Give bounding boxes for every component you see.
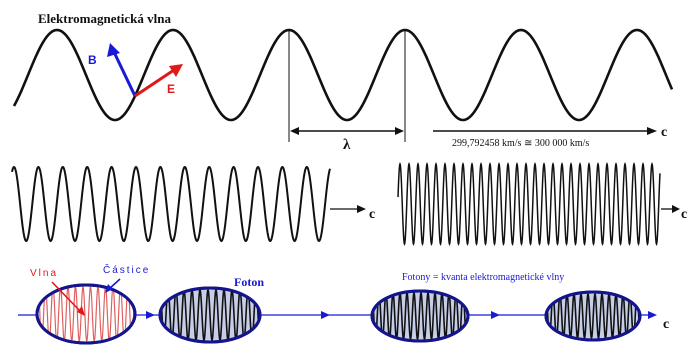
- wavelength-label: λ: [343, 137, 351, 153]
- c-arrow-left: [330, 205, 366, 213]
- c-label-top: c: [661, 125, 667, 140]
- b-vector-arrow: [107, 43, 137, 97]
- wavelength-arrow: [290, 127, 404, 135]
- photon-ellipse-3: [370, 289, 470, 343]
- b-vector-label: B: [88, 53, 97, 67]
- photon-path-arrows: [146, 311, 657, 319]
- photons-label: Fotony = kvanta elektromagnetické vlny: [402, 272, 564, 283]
- medium-frequency-wave: [11, 165, 331, 243]
- speed-label: 299,792458 km/s ≅ 300 000 km/s: [452, 138, 589, 149]
- e-vector-label: E: [167, 82, 175, 96]
- particle-label: Částice: [103, 263, 150, 276]
- c-label-left: c: [369, 207, 375, 222]
- photon-ellipse-1: [35, 283, 137, 345]
- title: Elektromagnetická vlna: [38, 11, 172, 26]
- high-frequency-wave: [397, 162, 661, 246]
- photon-label: Foton: [234, 275, 264, 289]
- wave-label: Vlna: [30, 268, 58, 279]
- photon-ellipse-4: [544, 290, 642, 342]
- c-label-bottom: c: [663, 317, 669, 332]
- main-wave: [12, 28, 674, 122]
- c-label-right: c: [681, 207, 687, 222]
- photon-ellipse-2: [158, 286, 262, 344]
- e-vector-arrow: [134, 64, 183, 98]
- speed-arrow: [433, 127, 657, 135]
- c-arrow-right: [661, 205, 680, 213]
- wave-pointer-arrow: [51, 281, 85, 316]
- particle-pointer-arrow: [105, 278, 121, 293]
